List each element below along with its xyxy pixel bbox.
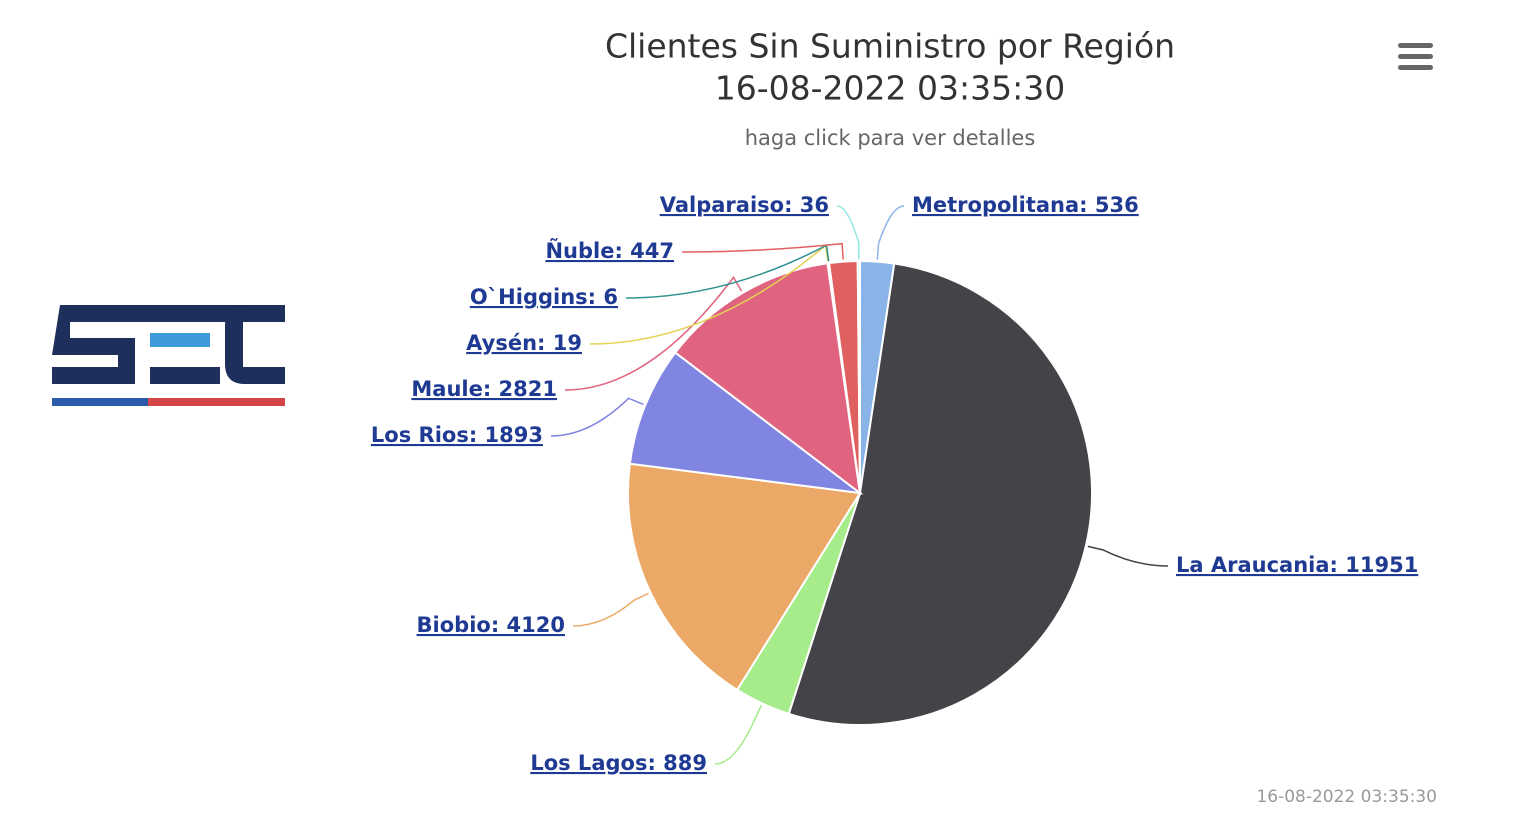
- connector: [681, 242, 844, 260]
- connector: [589, 243, 829, 345]
- credit: 16-08-2022 03:35:30: [1256, 787, 1437, 807]
- chart-subtitle: haga click para ver detalles: [745, 126, 1036, 150]
- data-label[interactable]: Maule: 2821: [411, 377, 557, 401]
- connector: [876, 205, 905, 260]
- connector: [714, 704, 763, 765]
- pie-slice[interactable]: [856, 259, 861, 494]
- data-label[interactable]: Los Lagos: 889: [530, 751, 707, 775]
- menu-button[interactable]: [1398, 43, 1433, 70]
- connector: [625, 244, 830, 299]
- chart-title: Clientes Sin Suministro por Región: [605, 27, 1175, 66]
- data-label[interactable]: Biobio: 4120: [417, 613, 565, 637]
- connector: [572, 592, 649, 627]
- data-label[interactable]: Valparaiso: 36: [660, 193, 829, 217]
- data-label[interactable]: Ñuble: 447: [545, 238, 674, 263]
- pie-slice[interactable]: [673, 262, 862, 496]
- connector: [564, 276, 743, 391]
- chart-title: 16-08-2022 03:35:30: [715, 69, 1065, 108]
- pie-slice[interactable]: [787, 262, 1093, 726]
- sec-logo: [52, 305, 285, 406]
- data-label[interactable]: Aysén: 19: [466, 331, 582, 355]
- connector: [1087, 545, 1169, 567]
- data-label[interactable]: Los Rios: 1893: [371, 423, 543, 447]
- data-label[interactable]: Metropolitana: 536: [912, 193, 1139, 217]
- pie-slice[interactable]: [628, 351, 864, 495]
- pie-slice[interactable]: [627, 462, 862, 692]
- connector: [836, 205, 860, 260]
- data-label[interactable]: O`Higgins: 6: [470, 285, 618, 309]
- data-label[interactable]: La Araucania: 11951: [1176, 553, 1418, 577]
- connector: [550, 397, 644, 437]
